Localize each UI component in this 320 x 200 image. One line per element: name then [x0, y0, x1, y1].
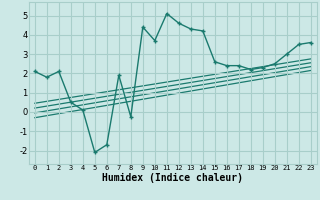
- X-axis label: Humidex (Indice chaleur): Humidex (Indice chaleur): [102, 173, 243, 183]
